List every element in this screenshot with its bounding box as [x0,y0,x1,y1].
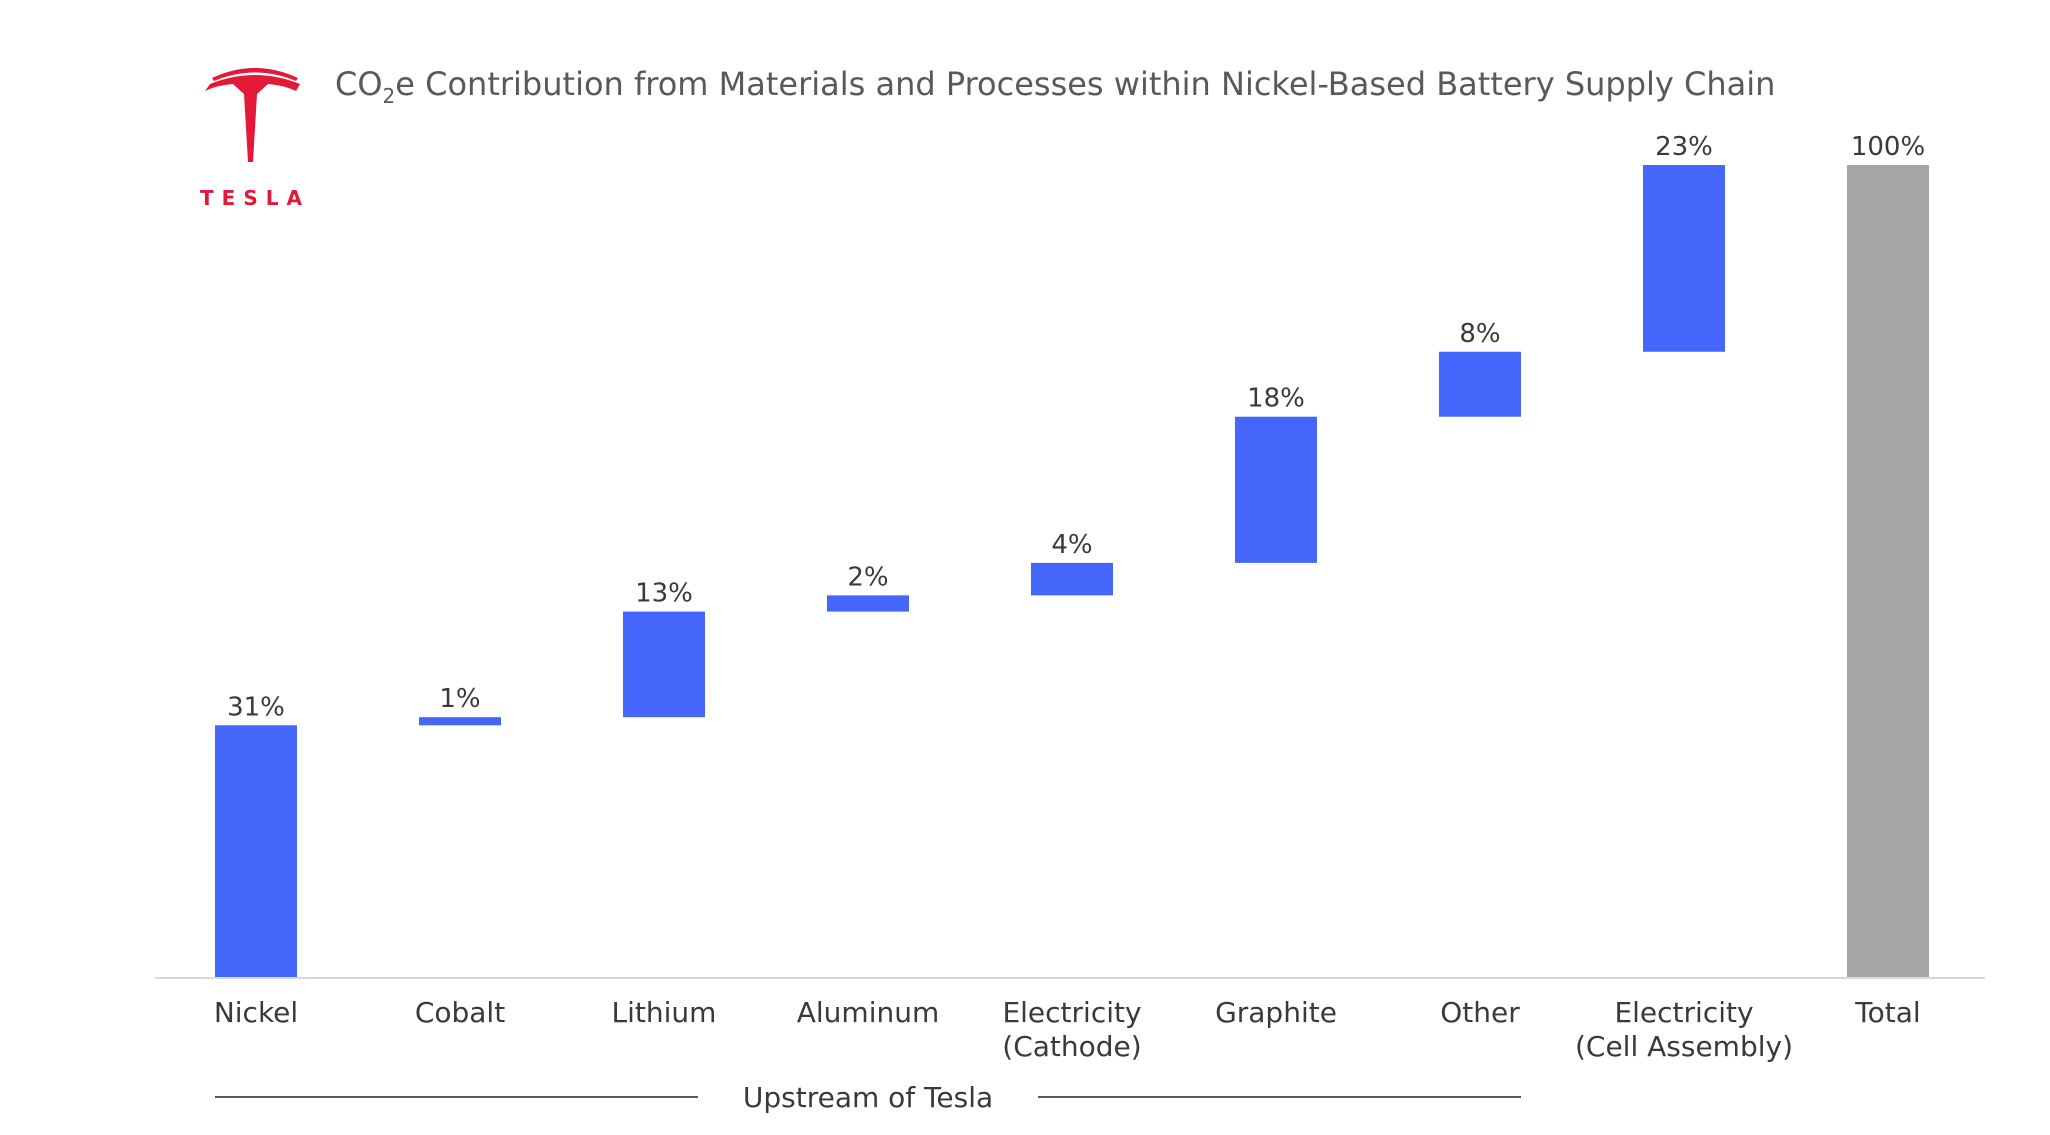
data-label-6: 8% [1459,319,1500,349]
data-label-7: 23% [1655,132,1713,162]
data-label-1: 1% [439,684,480,714]
data-label-0: 31% [227,692,285,722]
group-bracket-label: Upstream of Tesla [743,1081,993,1114]
category-label-7-line-0: Electricity [1614,996,1753,1029]
tesla-t-logo-top-arc [212,68,298,81]
data-label-8: 100% [1851,132,1925,162]
bar-2 [623,611,705,718]
bar-6 [1439,351,1521,417]
category-label-8: Total [1854,996,1920,1029]
data-labels-layer: 31% 1% 13% 2% 4% 18% 8% 23% 100% [227,132,1925,722]
data-label-3: 2% [847,562,888,592]
data-label-2: 13% [635,579,693,609]
bars-layer [215,165,1929,977]
bar-7 [1643,165,1725,352]
category-label-3: Aluminum [797,996,940,1029]
data-label-5: 18% [1247,384,1305,414]
bar-8 [1847,165,1929,977]
category-label-2: Lithium [612,996,717,1029]
data-label-4: 4% [1051,530,1092,560]
category-label-4-line-0: Electricity [1002,996,1141,1029]
category-label-6: Other [1440,996,1520,1029]
bar-1 [419,717,501,726]
category-label-7-line-1: (Cell Assembly) [1575,1030,1793,1063]
bar-0 [215,725,297,977]
tesla-logo: TESLA [200,68,310,210]
category-label-4-line-1: (Cathode) [1002,1030,1141,1063]
chart-title-subscript: 2 [383,84,396,108]
category-label-5: Graphite [1215,996,1337,1029]
bar-4 [1031,562,1113,596]
chart-title: CO2e Contribution from Materials and Pro… [335,65,1775,108]
category-labels-layer: Nickel Cobalt Lithium Aluminum Electricity(C… [214,996,1921,1063]
category-label-0: Nickel [214,996,298,1029]
category-label-1: Cobalt [415,996,505,1029]
chart-title-suffix: e Contribution from Materials and Proces… [395,65,1775,103]
tesla-t-logo-icon [205,75,300,162]
bar-3 [827,595,909,612]
group-bracket: Upstream of Tesla [215,1081,1521,1114]
tesla-wordmark: TESLA [200,186,310,210]
chart-title-prefix: CO [335,65,383,103]
bar-5 [1235,416,1317,563]
